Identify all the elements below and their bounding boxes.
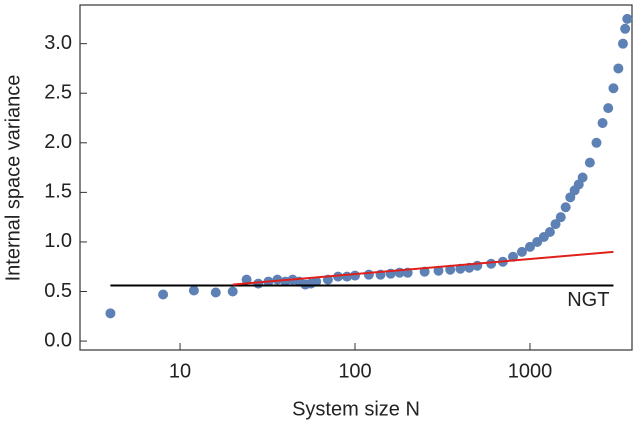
point xyxy=(516,246,527,257)
point xyxy=(617,38,628,49)
point xyxy=(591,137,602,148)
point xyxy=(584,157,595,168)
point xyxy=(597,117,608,128)
point xyxy=(363,269,374,280)
x-tick-label: 10 xyxy=(169,360,191,382)
point xyxy=(524,241,535,252)
point xyxy=(608,83,619,94)
point xyxy=(227,286,238,297)
x-axis-label: System size N xyxy=(292,398,420,420)
x-tick-label: 1000 xyxy=(508,360,553,382)
point xyxy=(620,23,631,34)
point xyxy=(622,13,633,24)
point xyxy=(188,285,199,296)
point xyxy=(105,308,116,319)
y-tick-label: 2.5 xyxy=(44,82,72,104)
point xyxy=(272,274,283,285)
point xyxy=(486,258,497,269)
point xyxy=(603,103,614,114)
point xyxy=(158,289,169,300)
point xyxy=(544,227,555,238)
y-tick-label: 1.5 xyxy=(44,181,72,203)
point xyxy=(445,264,456,275)
y-tick-label: 2.0 xyxy=(44,131,72,153)
line-label: NGT xyxy=(567,289,609,311)
x-tick-label: 100 xyxy=(338,360,371,382)
y-axis-label: Internal space variance xyxy=(2,75,24,282)
plot-frame xyxy=(79,4,633,351)
point xyxy=(472,260,483,271)
point xyxy=(613,63,624,74)
point xyxy=(311,276,322,287)
point xyxy=(350,270,361,281)
y-tick-label: 3.0 xyxy=(44,32,72,54)
reference-line xyxy=(232,250,614,286)
point xyxy=(555,212,566,223)
y-tick-label: 0.5 xyxy=(44,280,72,302)
point xyxy=(560,202,571,213)
point xyxy=(241,274,252,285)
point xyxy=(333,271,344,282)
point xyxy=(550,219,561,230)
point xyxy=(433,265,444,276)
point xyxy=(210,287,221,298)
point xyxy=(577,172,588,183)
y-tick-label: 0.0 xyxy=(44,329,72,351)
y-tick-label: 1.0 xyxy=(44,230,72,252)
